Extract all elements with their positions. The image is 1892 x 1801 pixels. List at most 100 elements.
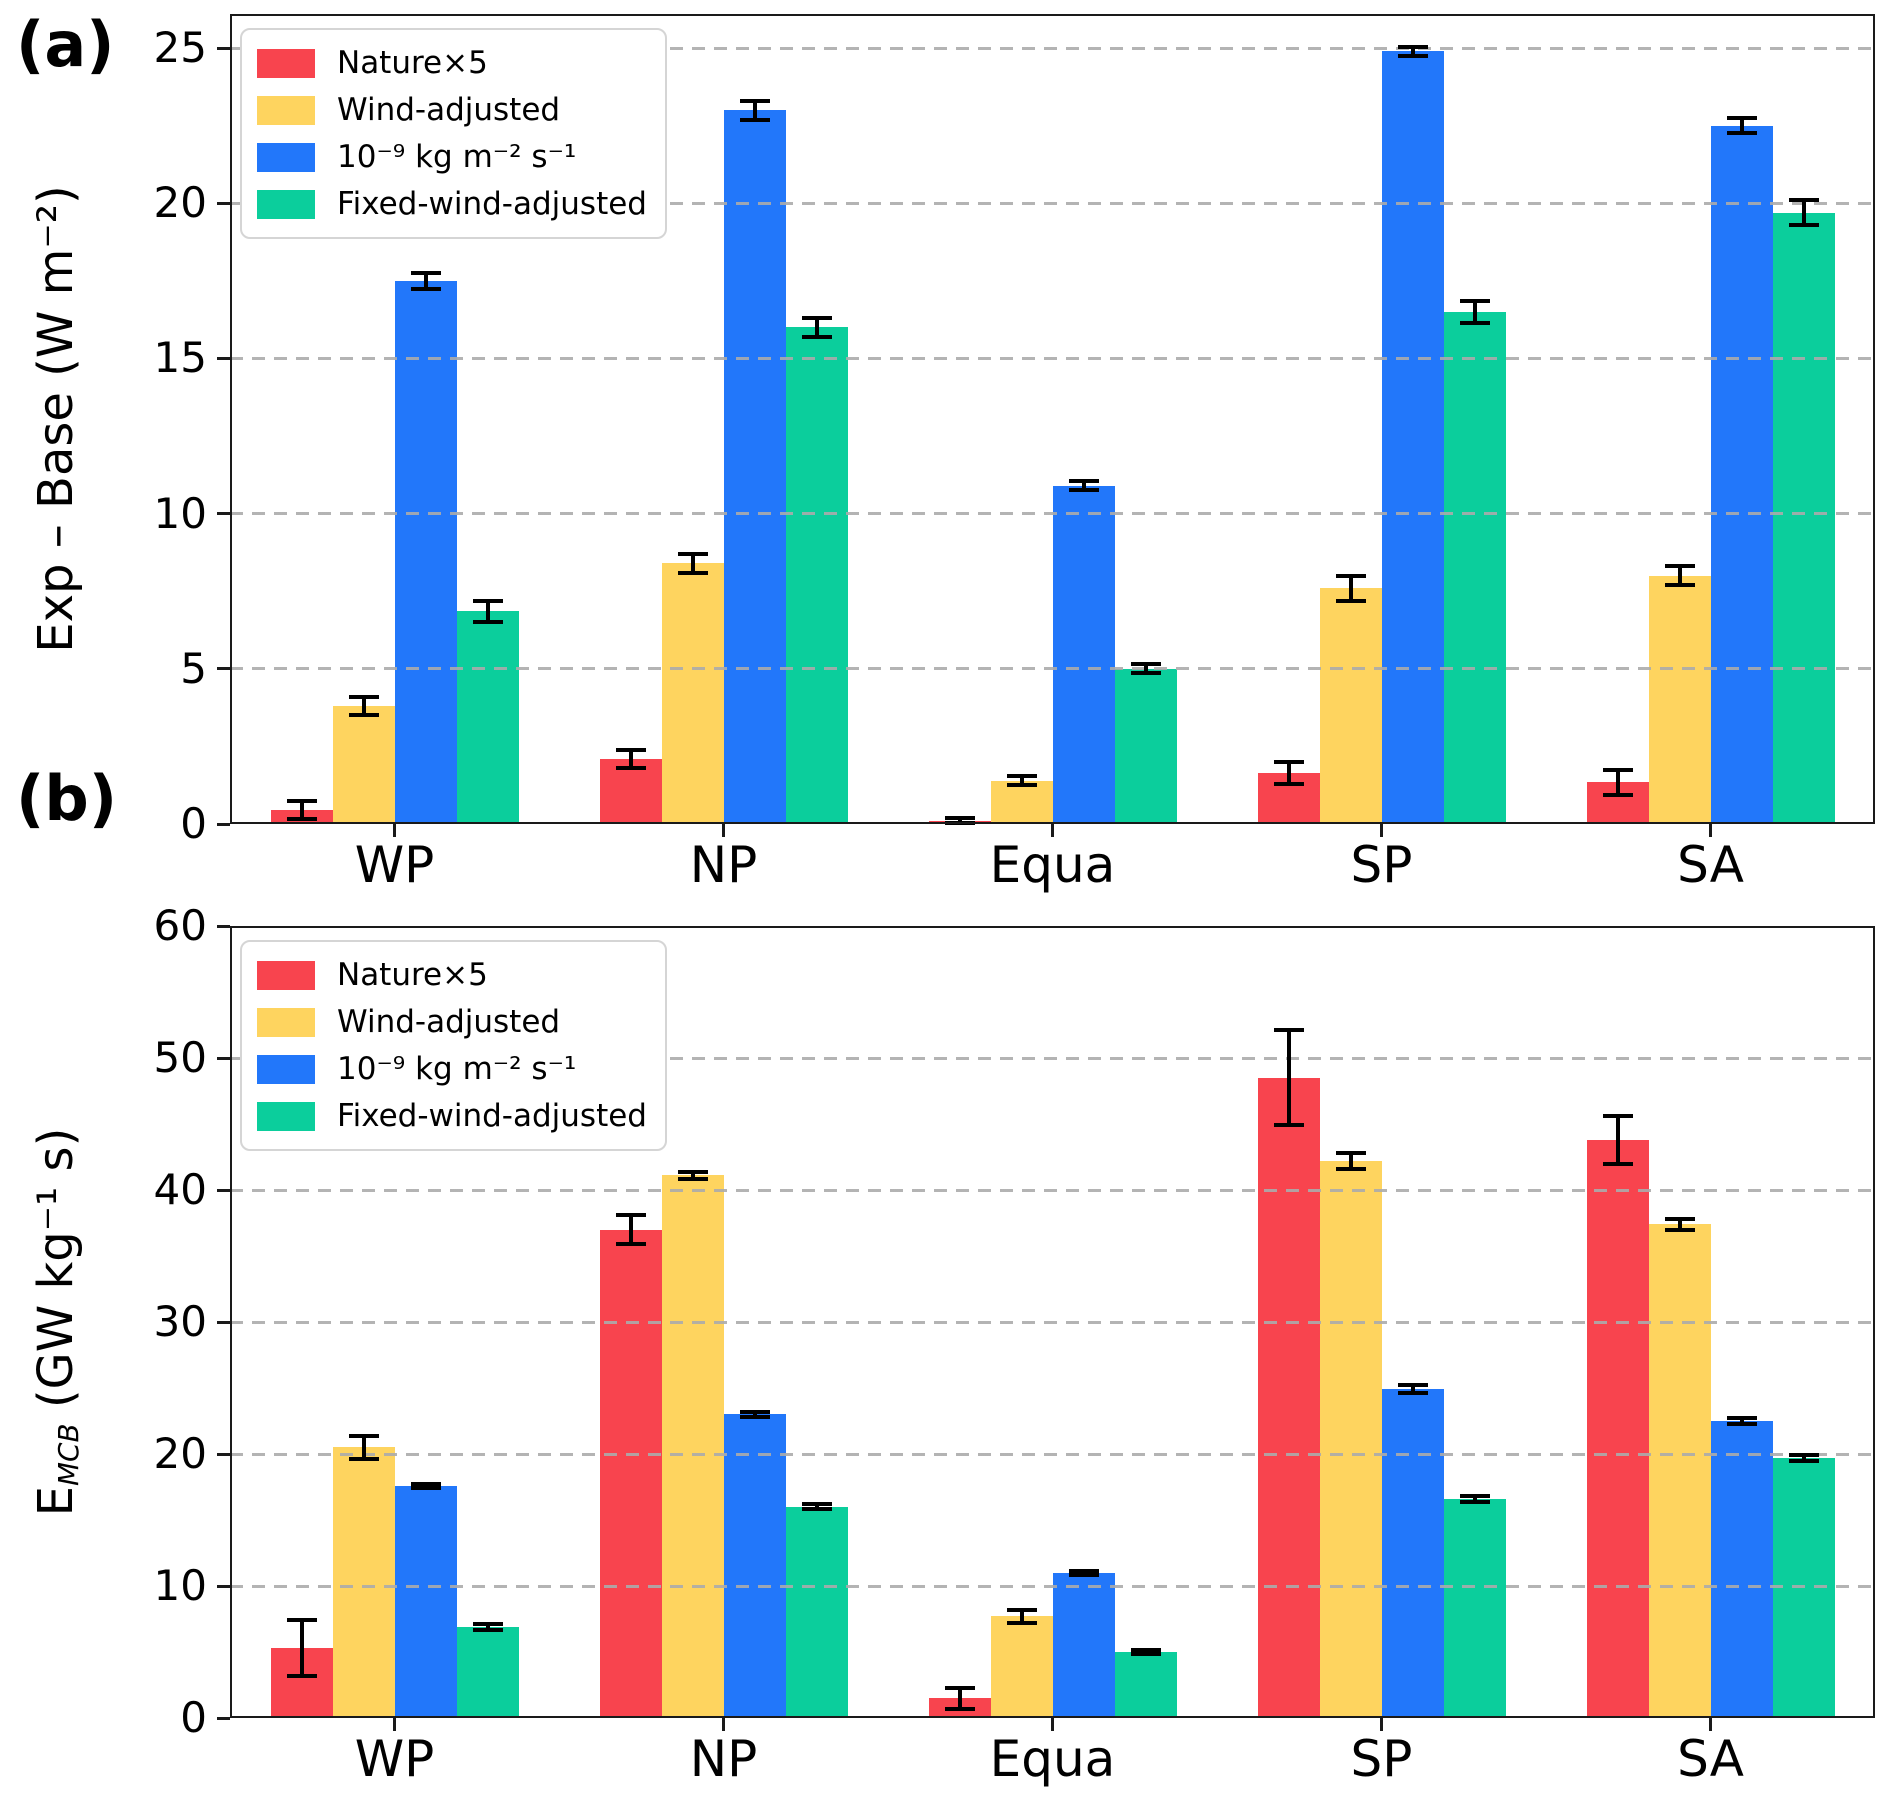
error-bar-cap-top [1273,759,1304,764]
error-bar-cap-bottom [286,817,317,822]
bar [332,1447,395,1718]
error-bar-cap-bottom [739,117,770,122]
error-bar-line [1410,1385,1415,1394]
bar [1443,1498,1506,1718]
x-tick [1380,1718,1383,1731]
gridline [230,201,1875,205]
bar [1319,588,1382,824]
error-bar-line [957,818,962,824]
legend-label: Wind-adjusted [337,1004,561,1040]
error-bar-line [1801,200,1806,226]
error-bar-line [485,1624,490,1630]
error-bar-cap-bottom [1335,598,1366,603]
error-bar-cap-top [677,552,708,556]
error-bar-cap-top [1006,773,1037,778]
error-bar-cap-bottom [801,334,832,339]
error-bar-cap-top [1459,299,1490,304]
bar [990,1616,1053,1718]
error-bar-cap-top [1726,115,1757,120]
legend-row: Fixed-wind-adjusted [257,1096,647,1136]
bar [1772,1457,1835,1718]
error-bar-cap-top [677,1169,708,1174]
error-bar-cap-top [286,1618,317,1623]
error-bar-cap-top [1273,1028,1304,1033]
error-bar-cap-top [1726,1416,1757,1421]
error-bar-cap-top [1130,1648,1161,1653]
error-bar-cap-top [1602,1114,1633,1119]
bar [1114,1652,1177,1718]
bar [1257,1077,1320,1718]
error-bar-cap-bottom [1335,1166,1366,1171]
error-bar-cap-bottom [615,1242,646,1247]
error-bar-line [814,318,819,337]
bar [661,1175,724,1718]
x-tick-label: SA [1677,1730,1744,1788]
error-bar-cap-bottom [739,1415,770,1420]
y-tick-label: 20 [153,178,207,228]
error-bar-cap-bottom [1459,1499,1490,1504]
y-tick [217,1584,230,1588]
bar [1319,1160,1382,1718]
bar [1710,125,1773,824]
error-bar-line [485,600,490,623]
error-bar-cap-bottom [410,286,441,291]
error-bar-cap-bottom [1726,1421,1757,1426]
bar [1381,51,1444,824]
bar [1052,1572,1115,1718]
error-bar-cap-bottom [1726,131,1757,136]
error-bar-cap-bottom [410,1485,441,1490]
y-tick [217,201,230,205]
error-bar-cap-top [801,316,832,321]
x-tick [722,824,725,837]
error-bar-line [814,1504,819,1510]
error-bar-cap-bottom [1273,781,1304,786]
y-tick-label: 40 [153,1165,207,1214]
x-tick [1051,1718,1054,1731]
error-bar-cap-top [1335,1151,1366,1156]
bar [394,1485,457,1718]
error-bar-cap-top [739,1409,770,1414]
error-bar-cap-bottom [1130,1651,1161,1656]
error-bar-line [690,1171,695,1180]
error-bar-line [628,749,633,769]
y-axis-label-b-sub: MCB [52,1423,86,1486]
bar [394,280,457,824]
y-tick [217,1452,230,1456]
x-tick [722,1718,725,1731]
error-bar-line [1739,1418,1744,1424]
y-tick [217,356,230,360]
x-tick-label: NP [689,1730,758,1788]
x-tick [1709,1718,1712,1731]
error-bar-line [299,800,304,820]
y-tick-label: 10 [153,1561,207,1610]
legend-label: Fixed-wind-adjusted [337,1098,647,1134]
bar [990,780,1053,824]
error-bar-line [752,100,757,120]
error-bar-cap-bottom [1130,671,1161,676]
gridline [230,356,1875,360]
x-tick-label: WP [354,1730,435,1788]
x-tick [393,824,396,837]
error-bar-line [1615,1116,1620,1164]
y-tick [217,1320,230,1324]
y-axis-label-a-text: Exp – Base (W m⁻²) [28,185,84,653]
legend-row: Wind-adjusted [257,1002,647,1042]
y-tick [217,924,230,928]
bar [723,110,786,824]
bar [332,706,395,824]
bar [1586,1139,1649,1718]
legend-row: Nature×5 [257,955,647,995]
legend-label: Wind-adjusted [337,92,561,128]
error-bar-line [299,1620,304,1676]
error-bar-cap-top [739,98,770,103]
error-bar-line [1019,1609,1024,1623]
bar [723,1414,786,1718]
error-bar-cap-top [1788,198,1819,203]
error-bar-cap-bottom [1006,1620,1037,1625]
error-bar-cap-top [801,1502,832,1507]
gridline [230,1584,1875,1588]
error-bar-line [690,554,695,573]
error-bar-cap-bottom [944,1706,975,1711]
error-bar-cap-top [472,1622,503,1627]
error-bar-cap-top [1006,1607,1037,1612]
